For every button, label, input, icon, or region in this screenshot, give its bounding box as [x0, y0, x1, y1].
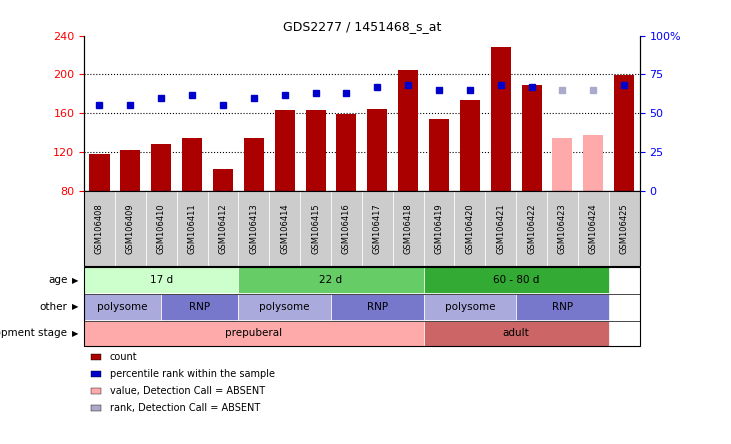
Text: polysome: polysome [444, 302, 495, 312]
Bar [491, 47, 511, 191]
Text: rank, Detection Call = ABSENT: rank, Detection Call = ABSENT [110, 403, 260, 413]
Text: polysome: polysome [97, 302, 148, 312]
Bar [151, 144, 171, 191]
Text: GSM106419: GSM106419 [434, 203, 444, 254]
Text: GSM106424: GSM106424 [589, 203, 598, 254]
Bar [460, 99, 480, 191]
Text: adult: adult [503, 329, 529, 338]
Text: RNP: RNP [552, 302, 573, 312]
Text: GSM106425: GSM106425 [620, 203, 629, 254]
Text: GSM106411: GSM106411 [188, 203, 197, 254]
Text: ▶: ▶ [72, 329, 79, 338]
Text: GSM106423: GSM106423 [558, 203, 567, 254]
Text: GSM106410: GSM106410 [156, 203, 166, 254]
Bar [275, 110, 295, 191]
Bar [182, 139, 202, 191]
Text: GSM106415: GSM106415 [311, 203, 320, 254]
Text: GSM106420: GSM106420 [466, 203, 474, 254]
Bar [213, 169, 233, 191]
Text: age: age [48, 275, 67, 285]
Bar [614, 75, 635, 191]
Text: GSM106416: GSM106416 [342, 203, 351, 254]
Title: GDS2277 / 1451468_s_at: GDS2277 / 1451468_s_at [283, 20, 441, 33]
Text: ▶: ▶ [72, 276, 79, 285]
Bar [583, 135, 603, 191]
Text: polysome: polysome [260, 302, 310, 312]
Text: GSM106422: GSM106422 [527, 203, 536, 254]
Bar [398, 71, 418, 191]
Bar [367, 109, 387, 191]
Text: 17 d: 17 d [150, 275, 173, 285]
Text: GSM106417: GSM106417 [373, 203, 382, 254]
Text: RNP: RNP [367, 302, 388, 312]
Bar [306, 110, 325, 191]
Bar [244, 139, 264, 191]
Text: GSM106409: GSM106409 [126, 203, 135, 254]
Text: 22 d: 22 d [319, 275, 343, 285]
Text: 60 - 80 d: 60 - 80 d [493, 275, 539, 285]
Text: prepuberal: prepuberal [225, 329, 282, 338]
Text: GSM106418: GSM106418 [404, 203, 412, 254]
Bar [553, 138, 572, 191]
Text: count: count [110, 353, 137, 362]
Bar [89, 154, 110, 191]
Text: ▶: ▶ [72, 302, 79, 311]
Text: GSM106408: GSM106408 [95, 203, 104, 254]
Bar [336, 114, 357, 191]
Text: GSM106414: GSM106414 [280, 203, 289, 254]
Bar [121, 150, 140, 191]
Text: percentile rank within the sample: percentile rank within the sample [110, 369, 275, 379]
Text: development stage: development stage [0, 329, 67, 338]
Text: GSM106413: GSM106413 [249, 203, 258, 254]
Text: GSM106421: GSM106421 [496, 203, 505, 254]
Text: value, Detection Call = ABSENT: value, Detection Call = ABSENT [110, 386, 265, 396]
Text: other: other [39, 302, 67, 312]
Text: GSM106412: GSM106412 [219, 203, 227, 254]
Bar [521, 85, 542, 191]
Bar [429, 119, 449, 191]
Text: RNP: RNP [189, 302, 211, 312]
